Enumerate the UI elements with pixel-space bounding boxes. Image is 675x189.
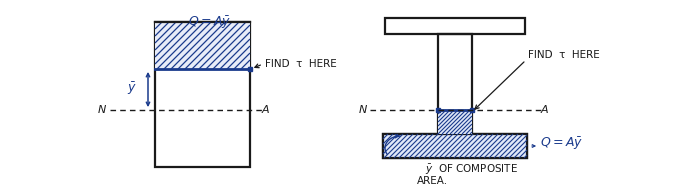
Bar <box>438 34 472 134</box>
Text: N: N <box>98 105 106 115</box>
Text: A: A <box>262 105 269 115</box>
Text: $\bar{y}$: $\bar{y}$ <box>127 81 137 97</box>
Bar <box>155 22 250 167</box>
Text: $Q = A\bar{y}$: $Q = A\bar{y}$ <box>188 14 232 30</box>
Text: $\bar{y}$  OF COMPOSITE: $\bar{y}$ OF COMPOSITE <box>425 163 518 177</box>
Text: AREA.: AREA. <box>416 176 448 186</box>
Bar <box>155 22 250 69</box>
Text: FIND  τ  HERE: FIND τ HERE <box>265 59 337 69</box>
Text: A: A <box>541 105 549 115</box>
Text: $Q = A\bar{y}$: $Q = A\bar{y}$ <box>540 136 583 152</box>
Bar <box>383 134 527 158</box>
Text: FIND  τ  HERE: FIND τ HERE <box>528 50 600 60</box>
Bar <box>385 18 525 34</box>
Bar <box>383 134 527 158</box>
Bar <box>383 134 527 158</box>
Text: N: N <box>358 105 367 115</box>
Bar <box>438 110 472 134</box>
